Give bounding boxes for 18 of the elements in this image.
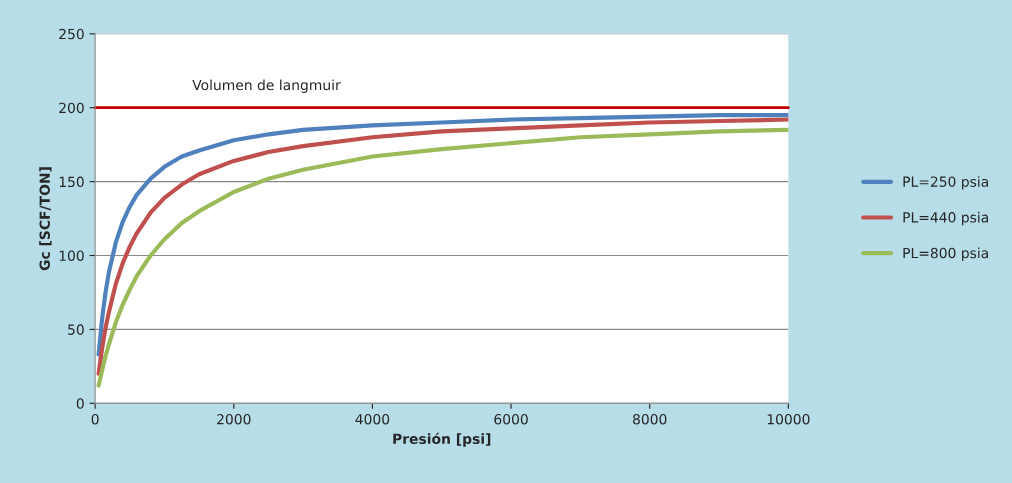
- ref-line-label: Volumen de langmuir: [192, 79, 341, 93]
- legend-label: PL=250 psia: [903, 176, 988, 190]
- y-tick-label: 100: [59, 250, 84, 261]
- legend-label: PL=440 psia: [903, 211, 988, 226]
- y-tick-label: 0: [76, 398, 84, 409]
- y-axis-title: Gc [SCF/TON]: [39, 167, 52, 271]
- x-tick-label: 4000: [355, 413, 390, 425]
- x-tick-label: 6000: [494, 413, 528, 425]
- x-axis-title: Presión [psi]: [393, 432, 491, 447]
- y-tick-label: 200: [59, 102, 84, 114]
- legend-label: PL=800 psia: [903, 247, 988, 261]
- x-tick-label: 8000: [632, 413, 667, 425]
- x-tick-label: 0: [91, 413, 99, 425]
- y-tick-label: 150: [59, 176, 84, 188]
- y-tick-label: 250: [59, 28, 84, 40]
- y-tick-label: 50: [68, 324, 84, 335]
- x-tick-label: 10000: [767, 413, 810, 425]
- x-tick-label: 2000: [217, 413, 251, 425]
